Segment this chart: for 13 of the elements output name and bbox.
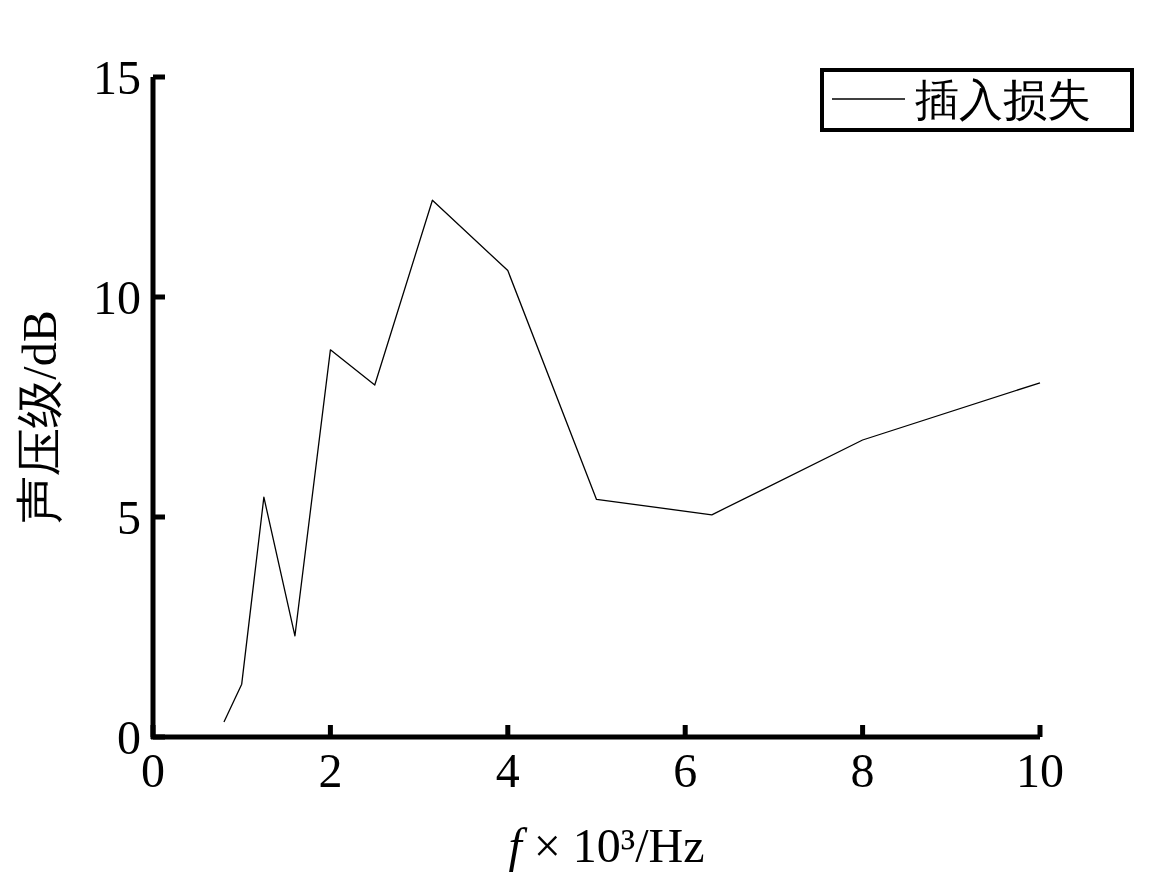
y-tick-label: 10: [93, 270, 141, 324]
y-axis-title: 声压级/dB: [13, 310, 66, 524]
y-tick-label: 0: [117, 710, 141, 764]
legend-label: 插入损失: [915, 76, 1091, 126]
x-tick-label: 6: [673, 744, 698, 797]
x-tick-label: 8: [850, 744, 875, 797]
x-tick-label: 10: [1016, 744, 1064, 797]
x-tick-label: 2: [318, 744, 343, 797]
x-axis-title: f × 10³/Hz: [508, 819, 705, 872]
x-tick-label: 4: [495, 744, 520, 797]
y-tick-label: 5: [117, 490, 141, 544]
line-series: [223, 199, 1041, 723]
y-tick-label: 15: [93, 50, 141, 104]
